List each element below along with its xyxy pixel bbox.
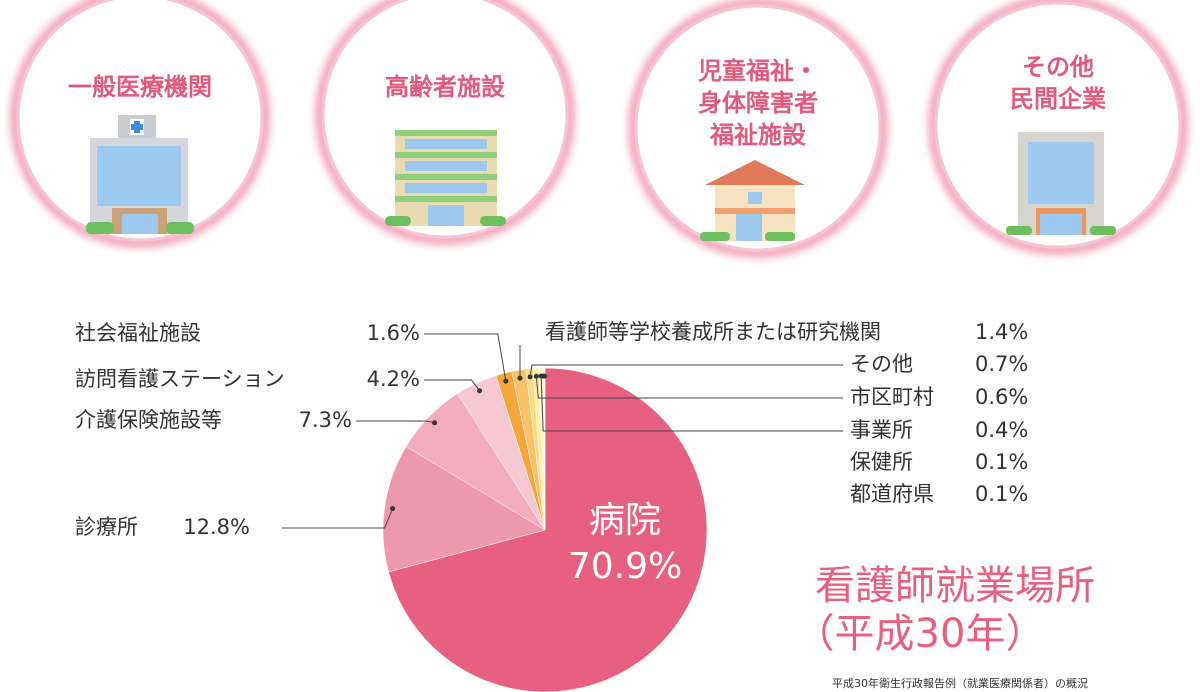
workplace-label: 身体障害者 (698, 89, 818, 117)
leader-line (356, 420, 435, 424)
chart-subtitle: （平成30年） (795, 611, 1046, 657)
care-home-icon (385, 130, 506, 226)
workplace-label: その他 (1022, 53, 1094, 81)
circle (934, 1, 1182, 249)
slice-label: 訪問看護ステーション (75, 367, 285, 391)
leader-line (424, 333, 507, 382)
slice-label: 社会福祉施設 (75, 321, 201, 345)
pie-slice (388, 367, 708, 692)
leader-line (535, 376, 843, 399)
slice-value: 0.7% (975, 352, 1028, 376)
circle (628, 0, 888, 258)
slice-value: 0.4% (975, 418, 1028, 442)
circle (321, 0, 569, 239)
slice-label: 都道府県 (850, 482, 934, 506)
slice-label: 保健所 (850, 450, 913, 474)
slice-label: 病院 (589, 500, 661, 541)
pie-slice (382, 446, 546, 573)
chart-title: 看護師就業場所 (815, 563, 1095, 609)
slice-value: 4.2% (367, 367, 420, 391)
circle (315, 0, 575, 245)
welfare-icon (700, 160, 805, 241)
slice-label: その他 (850, 352, 913, 376)
workplace-label: 民間企業 (1010, 85, 1106, 113)
circles (10, 0, 1188, 258)
slice-value: 0.1% (975, 450, 1028, 474)
slice-value: 1.6% (367, 321, 420, 345)
workplace-label: 児童福祉・ (698, 57, 818, 85)
slice-value: 70.9% (568, 546, 682, 587)
pie-slice (543, 367, 546, 531)
slice-label: 看護師等学校養成所または研究機関 (545, 320, 881, 344)
leader-line (282, 508, 394, 529)
leader-line (529, 364, 843, 377)
workplace-label: 一般医療機関 (68, 73, 212, 101)
hospital-icon (86, 115, 194, 234)
circle (928, 0, 1188, 255)
slice-value: 0.6% (975, 385, 1028, 409)
company-icon (1006, 132, 1116, 235)
slice-label: 診療所 (75, 515, 138, 539)
slice-label: 市区町村 (850, 385, 934, 409)
slice-value: 0.1% (975, 482, 1028, 506)
workplace-label: 高齢者施設 (385, 73, 506, 101)
leader-dot (542, 373, 548, 379)
circle (634, 4, 882, 252)
slice-value: 7.3% (299, 408, 352, 432)
leader-line (424, 379, 480, 392)
workplace-label: 福祉施設 (709, 121, 807, 149)
leader-line (540, 376, 843, 432)
slice-label: 介護保険施設等 (75, 408, 222, 432)
circle (10, 0, 270, 248)
source-note: 平成30年衛生行政報告例（就業医療関係者）の概況 (832, 676, 1088, 690)
slice-value: 12.8% (183, 515, 250, 539)
slice-value: 1.4% (975, 320, 1028, 344)
pie-chart: 病院 70.9% 診療所 12.8% 介護保険施設等 7.3% 訪問看護ステーション 4.2%… (75, 320, 1028, 692)
slice-label: 事業所 (850, 418, 913, 442)
